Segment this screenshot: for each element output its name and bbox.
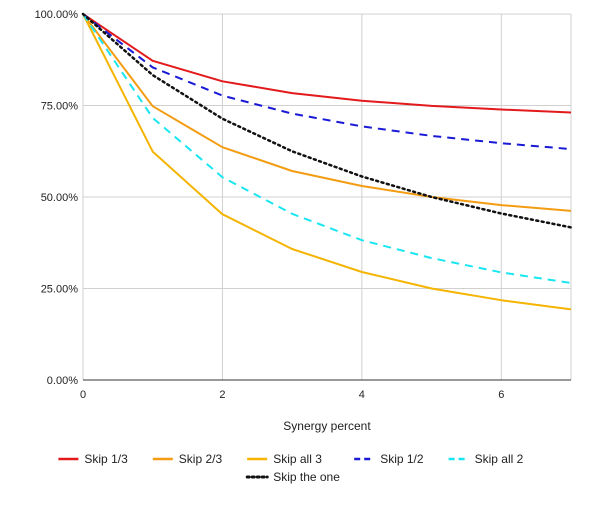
legend-item-0: Skip 1/3 [58, 452, 128, 466]
y-tick-label: 0.00% [47, 375, 78, 387]
series-line-3 [82, 13, 572, 151]
series-lines [81, 12, 573, 311]
x-tick-label: 6 [498, 389, 504, 401]
legend-label: Skip 1/3 [84, 452, 128, 466]
x-tick-label: 0 [80, 389, 86, 401]
legend-label: Skip all 2 [475, 452, 524, 466]
y-tick-label: 25.00% [41, 284, 79, 296]
series-line-1 [82, 13, 572, 212]
series-line-2 [82, 13, 572, 311]
legend-label: Skip all 3 [273, 452, 322, 466]
x-tick-label: 2 [219, 389, 225, 401]
y-tick-label: 75.00% [41, 101, 79, 113]
legend-label: Skip 2/3 [179, 452, 223, 466]
legend-item-3: Skip 1/2 [354, 452, 424, 466]
x-axis-tick-labels: 0 2 4 6 [80, 389, 504, 401]
legend: Skip 1/3 Skip 2/3 Skip all 3 Skip 1/2 Skip a… [58, 452, 524, 484]
y-tick-label: 50.00% [41, 192, 79, 204]
y-axis-tick-labels: 0.00% 25.00% 50.00% 75.00% 100.00% [35, 9, 79, 387]
legend-item-5: Skip the one [245, 470, 340, 484]
series-line-4 [82, 13, 572, 284]
x-tick-label: 4 [359, 389, 365, 401]
legend-item-1: Skip 2/3 [152, 452, 223, 466]
series-line-0 [82, 13, 572, 114]
x-axis-title: Synergy percent [283, 419, 371, 433]
y-tick-label: 100.00% [35, 9, 79, 21]
legend-label: Skip the one [273, 470, 340, 484]
legend-item-4: Skip all 2 [448, 452, 524, 466]
legend-label: Skip 1/2 [380, 452, 424, 466]
grid [82, 13, 572, 380]
legend-item-2: Skip all 3 [247, 452, 322, 466]
series-line-5 [81, 12, 573, 229]
